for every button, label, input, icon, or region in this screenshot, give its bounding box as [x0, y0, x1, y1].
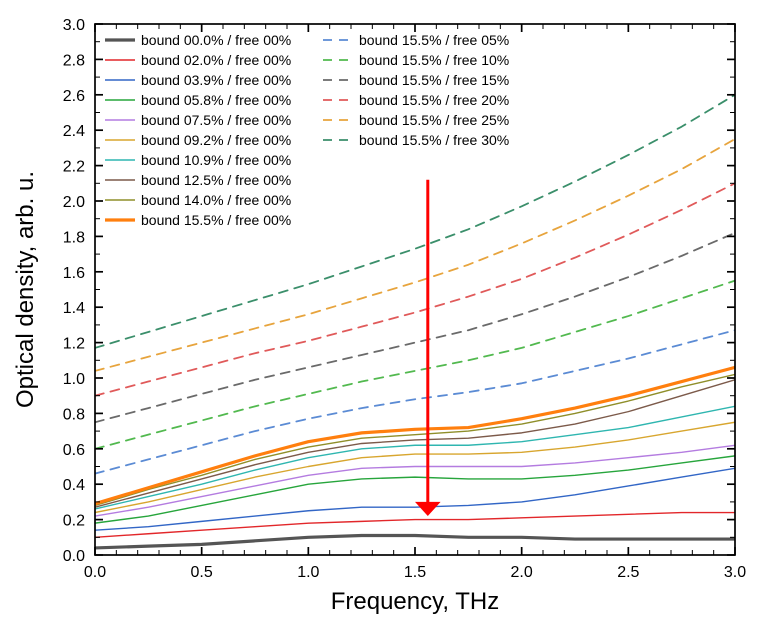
y-tick-label: 1.8: [63, 229, 85, 246]
y-tick-label: 2.2: [63, 159, 85, 176]
x-tick-label: 0.0: [84, 564, 106, 581]
y-tick-label: 2.4: [63, 123, 85, 140]
legend-label: bound 12.5% / free 00%: [141, 172, 291, 188]
y-tick-label: 1.6: [63, 265, 85, 282]
y-tick-label: 2.0: [63, 194, 85, 211]
legend-label: bound 15.5% / free 10%: [359, 52, 509, 68]
x-tick-label: 1.0: [297, 564, 319, 581]
y-tick-label: 1.2: [63, 336, 85, 353]
y-tick-label: 3.0: [63, 17, 85, 34]
y-tick-label: 2.8: [63, 52, 85, 69]
y-tick-label: 1.0: [63, 371, 85, 388]
legend-label: bound 14.0% / free 00%: [141, 192, 291, 208]
legend-label: bound 03.9% / free 00%: [141, 72, 291, 88]
legend-label: bound 02.0% / free 00%: [141, 52, 291, 68]
y-tick-label: 0.6: [63, 442, 85, 459]
legend-label: bound 07.5% / free 00%: [141, 112, 291, 128]
optical-density-chart: 0.0 0.5 1.0 1.5 2.0 2.5 3.0 0.0 0.2 0.4 0.6 0.8 1.0 1…: [0, 0, 760, 627]
legend-label: bound 15.5% / free 05%: [359, 32, 509, 48]
y-tick-label: 0.8: [63, 406, 85, 423]
x-tick-label: 2.5: [617, 564, 639, 581]
x-tick-label: 1.5: [404, 564, 426, 581]
x-tick-label: 0.5: [191, 564, 213, 581]
y-tick-label: 0.0: [63, 548, 85, 565]
y-axis-title: Optical density, arb. u.: [12, 171, 39, 408]
legend-label: bound 05.8% / free 00%: [141, 92, 291, 108]
x-tick-label: 2.0: [511, 564, 533, 581]
legend-label: bound 10.9% / free 00%: [141, 152, 291, 168]
y-tick-label: 1.4: [63, 300, 85, 317]
y-tick-label: 2.6: [63, 88, 85, 105]
legend-label: bound 15.5% / free 20%: [359, 92, 509, 108]
legend-label: bound 15.5% / free 15%: [359, 72, 509, 88]
legend-label: bound 15.5% / free 30%: [359, 132, 509, 148]
legend-label: bound 09.2% / free 00%: [141, 132, 291, 148]
x-tick-label: 3.0: [724, 564, 746, 581]
y-tick-label: 0.2: [63, 513, 85, 530]
legend-label: bound 00.0% / free 00%: [141, 32, 291, 48]
x-axis-title: Frequency, THz: [331, 588, 500, 615]
legend-label: bound 15.5% / free 25%: [359, 112, 509, 128]
y-tick-label: 0.4: [63, 477, 85, 494]
legend-label: bound 15.5% / free 00%: [141, 212, 291, 228]
